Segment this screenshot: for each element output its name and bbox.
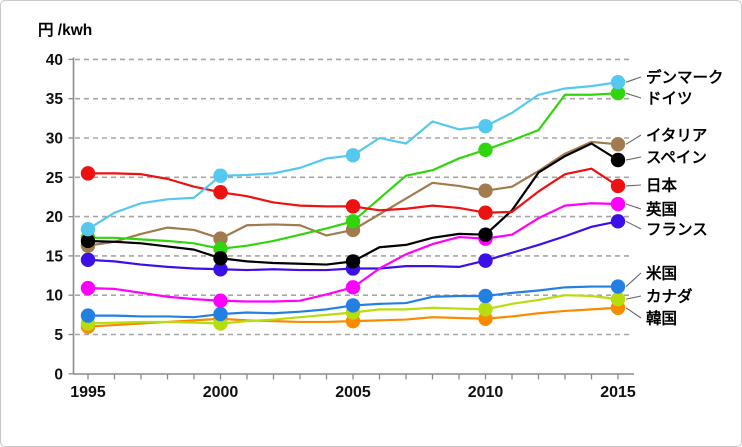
series-label-9: 韓国 bbox=[646, 309, 677, 328]
series-marker-4-1995 bbox=[80, 166, 96, 181]
label-connector-0 bbox=[625, 76, 642, 83]
series-marker-3-2015 bbox=[610, 152, 626, 168]
series-label-1: ドイツ bbox=[646, 91, 693, 108]
series-marker-7-1995 bbox=[80, 308, 96, 323]
series-marker-0-2000 bbox=[213, 168, 228, 183]
series-label-6: フランス bbox=[646, 222, 708, 239]
x-tick-label-2005: 2005 bbox=[335, 384, 371, 401]
series-marker-1-2005 bbox=[345, 214, 361, 229]
x-tick-label-2000: 2000 bbox=[203, 384, 239, 401]
series-marker-4-2010 bbox=[478, 205, 493, 220]
y-tick-label-30: 30 bbox=[46, 131, 63, 148]
label-connector-7 bbox=[625, 272, 642, 287]
series-marker-1-2010 bbox=[478, 142, 493, 157]
x-tick-label-2015: 2015 bbox=[600, 384, 636, 401]
y-tick-label-10: 10 bbox=[46, 288, 63, 305]
label-connector-8 bbox=[625, 295, 642, 300]
label-connector-4 bbox=[625, 184, 642, 187]
y-tick-label-5: 5 bbox=[54, 327, 63, 344]
y-tick-label-0: 0 bbox=[54, 366, 63, 383]
series-marker-0-2005 bbox=[345, 148, 361, 163]
series-marker-6-2015 bbox=[610, 214, 626, 229]
label-connector-2 bbox=[625, 134, 642, 145]
series-marker-0-2015 bbox=[610, 74, 626, 90]
series-marker-6-2010 bbox=[478, 253, 493, 268]
series-marker-6-2000 bbox=[213, 262, 228, 277]
y-tick-label-40: 40 bbox=[46, 52, 63, 69]
series-marker-5-2000 bbox=[213, 293, 228, 308]
series-marker-2-2015 bbox=[610, 137, 626, 152]
series-label-0: デンマーク bbox=[646, 68, 724, 87]
series-label-7: 米国 bbox=[646, 264, 677, 283]
series-marker-4-2005 bbox=[345, 199, 361, 214]
y-tick-label-15: 15 bbox=[46, 248, 64, 265]
label-connector-9 bbox=[625, 307, 642, 319]
x-tick-label-1995: 1995 bbox=[70, 384, 106, 401]
series-marker-5-2015 bbox=[610, 196, 626, 212]
label-connector-3 bbox=[625, 156, 642, 161]
y-tick-label-35: 35 bbox=[46, 91, 64, 108]
series-marker-5-1995 bbox=[80, 280, 96, 296]
series-label-2: イタリア bbox=[646, 127, 707, 145]
series-marker-7-2005 bbox=[345, 298, 361, 313]
series-marker-2-2010 bbox=[478, 183, 493, 198]
series-marker-7-2000 bbox=[213, 306, 228, 322]
y-tick-label-25: 25 bbox=[46, 170, 64, 187]
series-marker-4-2000 bbox=[213, 185, 228, 200]
label-connector-5 bbox=[625, 203, 642, 210]
series-marker-3-1995 bbox=[80, 233, 96, 249]
series-label-4: 日本 bbox=[646, 176, 678, 195]
series-marker-2-2000 bbox=[213, 231, 228, 246]
series-marker-5-2005 bbox=[345, 280, 361, 295]
y-axis-unit-label: 円 /kwh bbox=[38, 22, 93, 39]
y-tick-label-20: 20 bbox=[46, 209, 63, 226]
series-marker-8-2015 bbox=[610, 291, 626, 307]
label-connector-1 bbox=[625, 92, 642, 99]
series-marker-0-2010 bbox=[478, 119, 493, 134]
series-label-5: 英国 bbox=[645, 200, 677, 219]
series-marker-3-2010 bbox=[478, 227, 493, 242]
series-marker-3-2005 bbox=[345, 254, 361, 269]
series-marker-1-2015 bbox=[610, 85, 626, 101]
series-marker-3-2000 bbox=[213, 251, 228, 266]
x-tick-label-2010: 2010 bbox=[468, 384, 504, 401]
series-label-8: カナダ bbox=[646, 287, 693, 306]
series-label-3: スペイン bbox=[646, 150, 707, 167]
series-marker-4-2015 bbox=[610, 178, 626, 194]
series-marker-7-2015 bbox=[610, 279, 626, 294]
series-marker-6-1995 bbox=[80, 252, 96, 268]
series-marker-8-2010 bbox=[478, 302, 493, 317]
label-connector-6 bbox=[625, 220, 642, 230]
series-marker-7-2010 bbox=[478, 288, 493, 304]
series-marker-0-1995 bbox=[80, 221, 96, 237]
